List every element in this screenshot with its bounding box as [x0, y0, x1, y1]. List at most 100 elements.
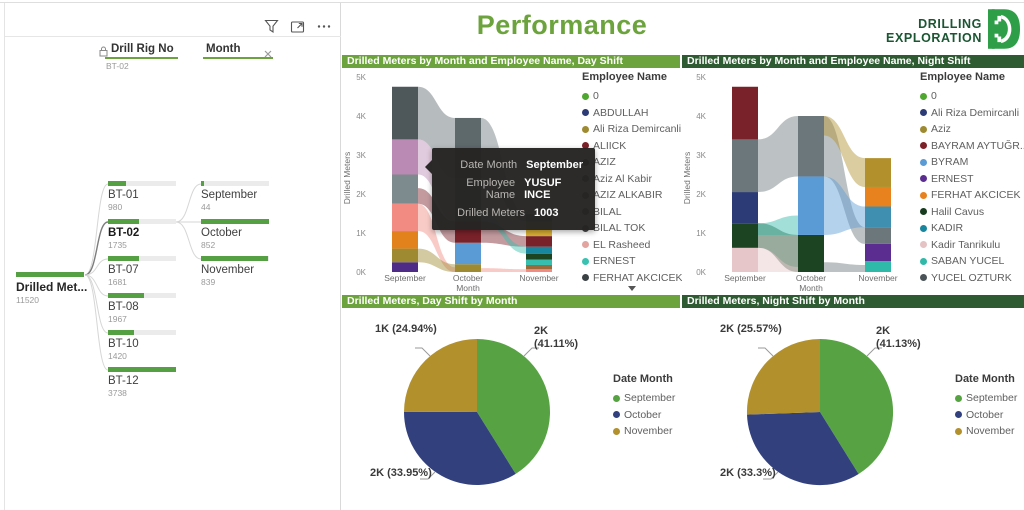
focus-mode-icon[interactable] — [290, 19, 305, 34]
legend-item-yucel-ozturk[interactable]: YUCEL OZTURK — [920, 272, 1020, 284]
tree-node-bt-07[interactable]: BT-07 1681 — [108, 256, 180, 287]
pie-legend-item-november[interactable]: November — [613, 425, 723, 437]
ribbon-segment-september[interactable] — [392, 174, 418, 204]
tree-node-october[interactable]: October 852 — [201, 219, 273, 250]
ribbon-segment-september[interactable] — [732, 86, 758, 140]
filter-icon[interactable] — [264, 19, 279, 34]
legend-item-kadir-tanrikulu[interactable]: Kadir Tanrikulu — [920, 239, 1020, 251]
legend-item-ali-riza-demircanli[interactable]: Ali Riza Demircanli — [582, 123, 682, 135]
legend-item-ernest[interactable]: ERNEST — [582, 255, 682, 267]
remove-level-icon[interactable] — [264, 45, 272, 63]
legend-scroll-down-icon[interactable] — [628, 286, 636, 291]
ribbon-segment-september[interactable] — [732, 139, 758, 193]
ribbon-flow[interactable] — [758, 215, 798, 235]
ribbon-segment-november[interactable] — [865, 158, 891, 187]
tree-node-september[interactable]: September 44 — [201, 181, 273, 212]
legend-item-aziz-alkabir[interactable]: AZIZ ALKABIR — [582, 189, 682, 201]
ribbon-segment-november[interactable] — [526, 269, 552, 272]
ribbon-segment-september[interactable] — [392, 248, 418, 263]
pie-slice-october[interactable] — [403, 411, 516, 486]
pie-slice-november[interactable] — [746, 339, 820, 415]
ribbon-flow[interactable] — [824, 116, 865, 187]
legend-item-ferhat-akcicek[interactable]: FERHAT AKCICEK — [920, 189, 1020, 201]
ribbon-segment-october[interactable] — [455, 264, 481, 272]
legend-color-dot — [920, 224, 927, 232]
legend-item-kadir[interactable]: KADIR — [920, 222, 1020, 234]
ribbon-flow[interactable] — [758, 223, 798, 272]
tree-node-bar-fill — [108, 181, 126, 186]
ribbon-segment-october[interactable] — [798, 116, 824, 177]
pie-slice-october[interactable] — [747, 412, 859, 486]
legend-item-aliick[interactable]: ALIICK — [582, 140, 682, 152]
more-options-icon[interactable] — [316, 19, 332, 34]
tree-node-bt-08[interactable]: BT-08 1967 — [108, 293, 180, 324]
ribbon-segment-november[interactable] — [526, 259, 552, 265]
legend-item-ernest[interactable]: ERNEST — [920, 173, 1020, 185]
tree-node-bt-12[interactable]: BT-12 3738 — [108, 367, 180, 398]
ribbon-segment-september-yusuf-ince[interactable] — [392, 139, 418, 175]
ribbon-segment-october[interactable] — [455, 242, 481, 265]
pie-slice-november[interactable] — [404, 339, 477, 412]
ribbon-flow[interactable] — [418, 203, 455, 272]
ribbon-flow[interactable] — [824, 116, 865, 244]
ribbon-segment-october[interactable] — [798, 176, 824, 235]
legend-item-ali-riza-demircanli[interactable]: Ali Riza Demircanli — [920, 107, 1020, 119]
legend-item-0[interactable]: 0 — [920, 90, 1020, 102]
ribbon-flow[interactable] — [481, 268, 526, 272]
legend-item-0[interactable]: 0 — [582, 90, 682, 102]
legend-color-dot — [920, 208, 927, 215]
legend-item-saban-yucel[interactable]: SABAN YUCEL — [920, 255, 1020, 267]
ribbon-segment-october[interactable] — [798, 234, 824, 272]
ribbon-segment-september[interactable] — [392, 86, 418, 140]
pie-slice-september[interactable] — [477, 339, 551, 474]
tree-node-bt-10[interactable]: BT-10 1420 — [108, 330, 180, 361]
pie-label-november-day: 1K (24.94%) — [375, 323, 437, 335]
ribbon-segment-november[interactable] — [865, 206, 891, 228]
ribbon-segment-november[interactable] — [526, 264, 552, 270]
ribbon-flow[interactable] — [824, 262, 865, 272]
legend-item-aziz[interactable]: Aziz — [920, 123, 1020, 135]
legend-item-aziz-al-kabir[interactable]: Aziz Al Kabir — [582, 173, 682, 185]
legend-item-bilal-tok[interactable]: BILAL TOK — [582, 222, 682, 234]
legend-item-bayram-aytu-r-[interactable]: BAYRAM AYTUĞR... — [920, 140, 1024, 152]
pie-slice-september[interactable] — [820, 338, 894, 474]
ribbon-flow[interactable] — [758, 116, 798, 193]
ribbon-segment-november[interactable] — [526, 253, 552, 260]
ribbon-segment-september[interactable] — [392, 231, 418, 249]
ribbon-segment-september[interactable] — [732, 247, 758, 272]
tree-node-bt-02[interactable]: BT-02 1735 — [108, 219, 180, 250]
legend-item-ferhat-akcicek[interactable]: FERHAT AKCICEK — [582, 272, 682, 284]
pie-legend-item-october[interactable]: October — [955, 409, 1024, 421]
pie-legend-item-october[interactable]: October — [613, 409, 723, 421]
legend-item-aziz[interactable]: AZIZ — [582, 156, 682, 168]
ribbon-flow[interactable] — [758, 247, 798, 272]
legend-item-el-rasheed[interactable]: EL Rasheed — [582, 239, 682, 251]
tree-level1-header[interactable]: Drill Rig No — [111, 43, 174, 55]
legend-color-dot — [582, 125, 589, 133]
pie-legend-item-september[interactable]: September — [613, 392, 723, 404]
ribbon-segment-november[interactable] — [865, 227, 891, 244]
ribbon-segment-september[interactable] — [732, 192, 758, 224]
tree-node-value: 980 — [108, 202, 123, 212]
ribbon-flow[interactable] — [824, 176, 865, 235]
legend-item-abdullah[interactable]: ABDULLAH — [582, 107, 682, 119]
tree-node-drilled-met-[interactable]: Drilled Met... 11520 — [16, 272, 88, 305]
ribbon-segment-november[interactable] — [526, 246, 552, 254]
ribbon-segment-november[interactable] — [865, 243, 891, 262]
pie-legend-item-november[interactable]: November — [955, 425, 1024, 437]
tree-node-bar-fill — [108, 256, 139, 261]
legend-item-bilal[interactable]: BILAL — [582, 206, 682, 218]
ribbon-segment-september[interactable] — [392, 203, 418, 232]
ribbon-segment-september[interactable] — [732, 223, 758, 248]
ribbon-segment-november[interactable] — [865, 186, 891, 207]
legend-item-byram[interactable]: BYRAM — [920, 156, 1020, 168]
ribbon-flow[interactable] — [418, 248, 455, 272]
tree-node-bt-01[interactable]: BT-01 980 — [108, 181, 180, 212]
ribbon-segment-november[interactable] — [526, 236, 552, 247]
pie-legend-item-september[interactable]: September — [955, 392, 1024, 404]
legend-item-halil-cavus[interactable]: Halil Cavus — [920, 206, 1020, 218]
ribbon-segment-september[interactable] — [392, 262, 418, 272]
tree-node-november[interactable]: November 839 — [201, 256, 273, 287]
ribbon-segment-november[interactable] — [865, 261, 891, 272]
tree-level2-header[interactable]: Month — [206, 43, 241, 55]
